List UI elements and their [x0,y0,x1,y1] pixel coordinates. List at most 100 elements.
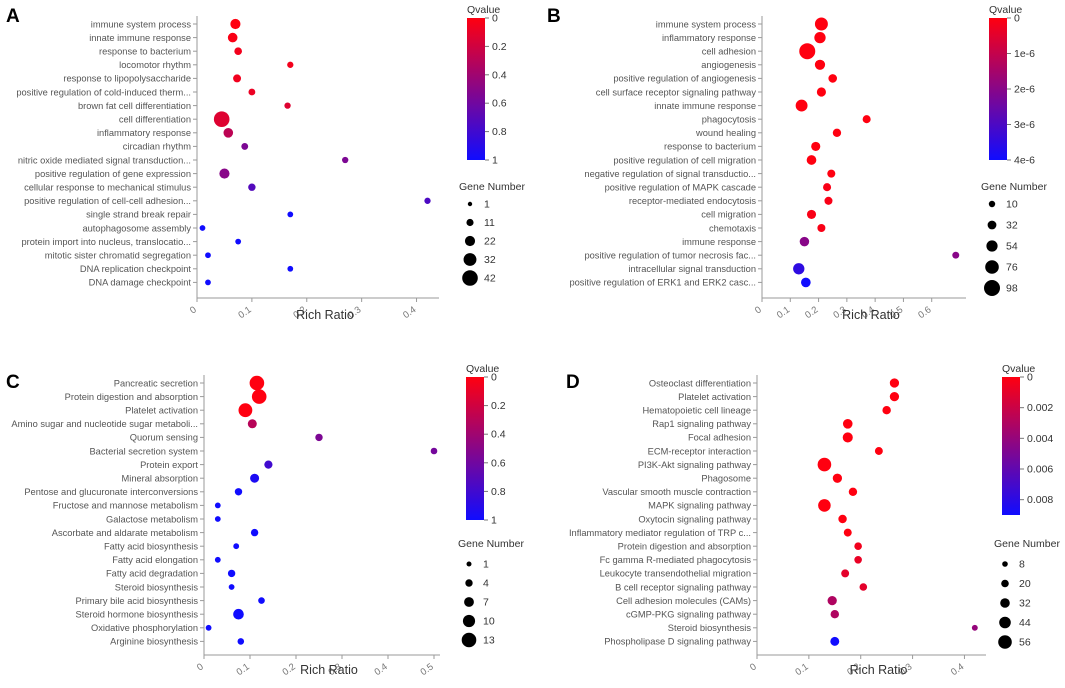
data-point[interactable] [284,102,291,109]
data-point[interactable] [248,88,256,96]
data-point[interactable] [223,128,234,138]
data-point[interactable] [227,32,238,43]
data-point[interactable] [830,636,840,646]
data-point[interactable] [814,17,828,31]
category-label: mitotic sister chromatid segregation [45,251,191,261]
data-point[interactable] [249,375,265,391]
size-legend-title: Gene Number [981,181,1047,193]
data-point[interactable] [233,74,242,83]
data-point[interactable] [264,460,273,469]
data-point[interactable] [854,556,862,564]
data-point[interactable] [862,115,871,124]
data-point[interactable] [814,59,826,70]
data-point[interactable] [233,543,240,550]
data-point[interactable] [824,196,833,205]
data-point[interactable] [251,389,267,404]
data-point[interactable] [234,47,243,56]
x-tick-label: 0 [753,304,764,316]
data-point[interactable] [199,225,206,231]
data-point[interactable] [430,447,438,455]
data-point[interactable] [205,252,211,259]
data-point[interactable] [237,638,245,645]
size-legend-marker [984,280,1000,296]
data-point[interactable] [828,74,838,83]
data-point[interactable] [248,183,256,191]
data-point[interactable] [952,251,960,259]
data-point[interactable] [971,624,978,631]
data-point[interactable] [854,542,862,550]
data-point[interactable] [848,487,858,497]
x-axis-title: Rich Ratio [296,308,354,322]
data-point[interactable] [214,502,221,509]
data-point[interactable] [799,43,816,60]
data-point[interactable] [827,169,836,178]
data-point[interactable] [287,265,294,272]
data-point[interactable] [241,142,249,150]
data-point[interactable] [859,583,868,591]
data-point[interactable] [827,595,837,606]
data-point[interactable] [247,419,257,429]
data-point[interactable] [342,156,349,164]
data-point[interactable] [205,279,211,286]
data-point[interactable] [817,457,832,472]
data-point[interactable] [842,432,853,443]
data-point[interactable] [806,155,817,165]
data-point[interactable] [882,405,891,415]
panel-label: D [566,372,580,393]
data-point[interactable] [250,473,260,483]
data-point[interactable] [214,556,221,563]
size-legend-label: 20 [1019,578,1031,590]
category-label: immune system process [656,19,757,29]
data-point[interactable] [811,141,821,151]
data-point[interactable] [258,597,265,604]
colorbar-title: Qvalue [989,4,1022,16]
data-point[interactable] [250,528,259,537]
data-point[interactable] [227,569,236,578]
x-tick-label: 0 [188,304,199,316]
data-point[interactable] [889,391,900,402]
colorbar-tick-label: 4e-6 [1014,155,1035,167]
data-point[interactable] [799,236,810,247]
data-point[interactable] [838,514,847,524]
data-point[interactable] [814,31,826,44]
data-point[interactable] [287,211,294,218]
data-point[interactable] [842,419,853,429]
data-point[interactable] [823,183,832,192]
data-point[interactable] [817,223,826,233]
data-point[interactable] [889,378,900,388]
data-point[interactable] [235,238,242,245]
data-point[interactable] [818,499,831,512]
size-legend-label: 56 [1019,637,1031,649]
data-point[interactable] [214,516,221,522]
data-point[interactable] [213,111,230,127]
category-label: Platelet activation [125,406,198,416]
data-point[interactable] [793,263,805,275]
data-point[interactable] [219,168,230,179]
size-legend-marker [998,635,1012,649]
x-tick-label: 0.2 [281,661,298,678]
data-point[interactable] [874,447,883,455]
data-point[interactable] [832,473,843,483]
data-point[interactable] [806,209,817,219]
data-point[interactable] [830,609,840,619]
data-point[interactable] [228,584,235,590]
data-point[interactable] [315,433,323,442]
data-point[interactable] [801,277,811,288]
category-label: chemotaxis [709,223,756,233]
colorbar-title: Qvalue [466,363,499,375]
data-point[interactable] [238,403,253,418]
data-point[interactable] [843,528,852,537]
data-point[interactable] [230,18,241,30]
category-label: Fructose and mannose metabolism [53,501,198,511]
data-point[interactable] [424,197,431,204]
data-point[interactable] [816,87,826,97]
data-point[interactable] [795,99,808,112]
data-point[interactable] [841,569,850,578]
data-point[interactable] [832,128,842,137]
data-point[interactable] [287,61,294,68]
data-point[interactable] [233,608,244,620]
data-point[interactable] [234,488,243,496]
data-point[interactable] [205,624,212,631]
colorbar-tick-label: 0 [491,372,497,384]
